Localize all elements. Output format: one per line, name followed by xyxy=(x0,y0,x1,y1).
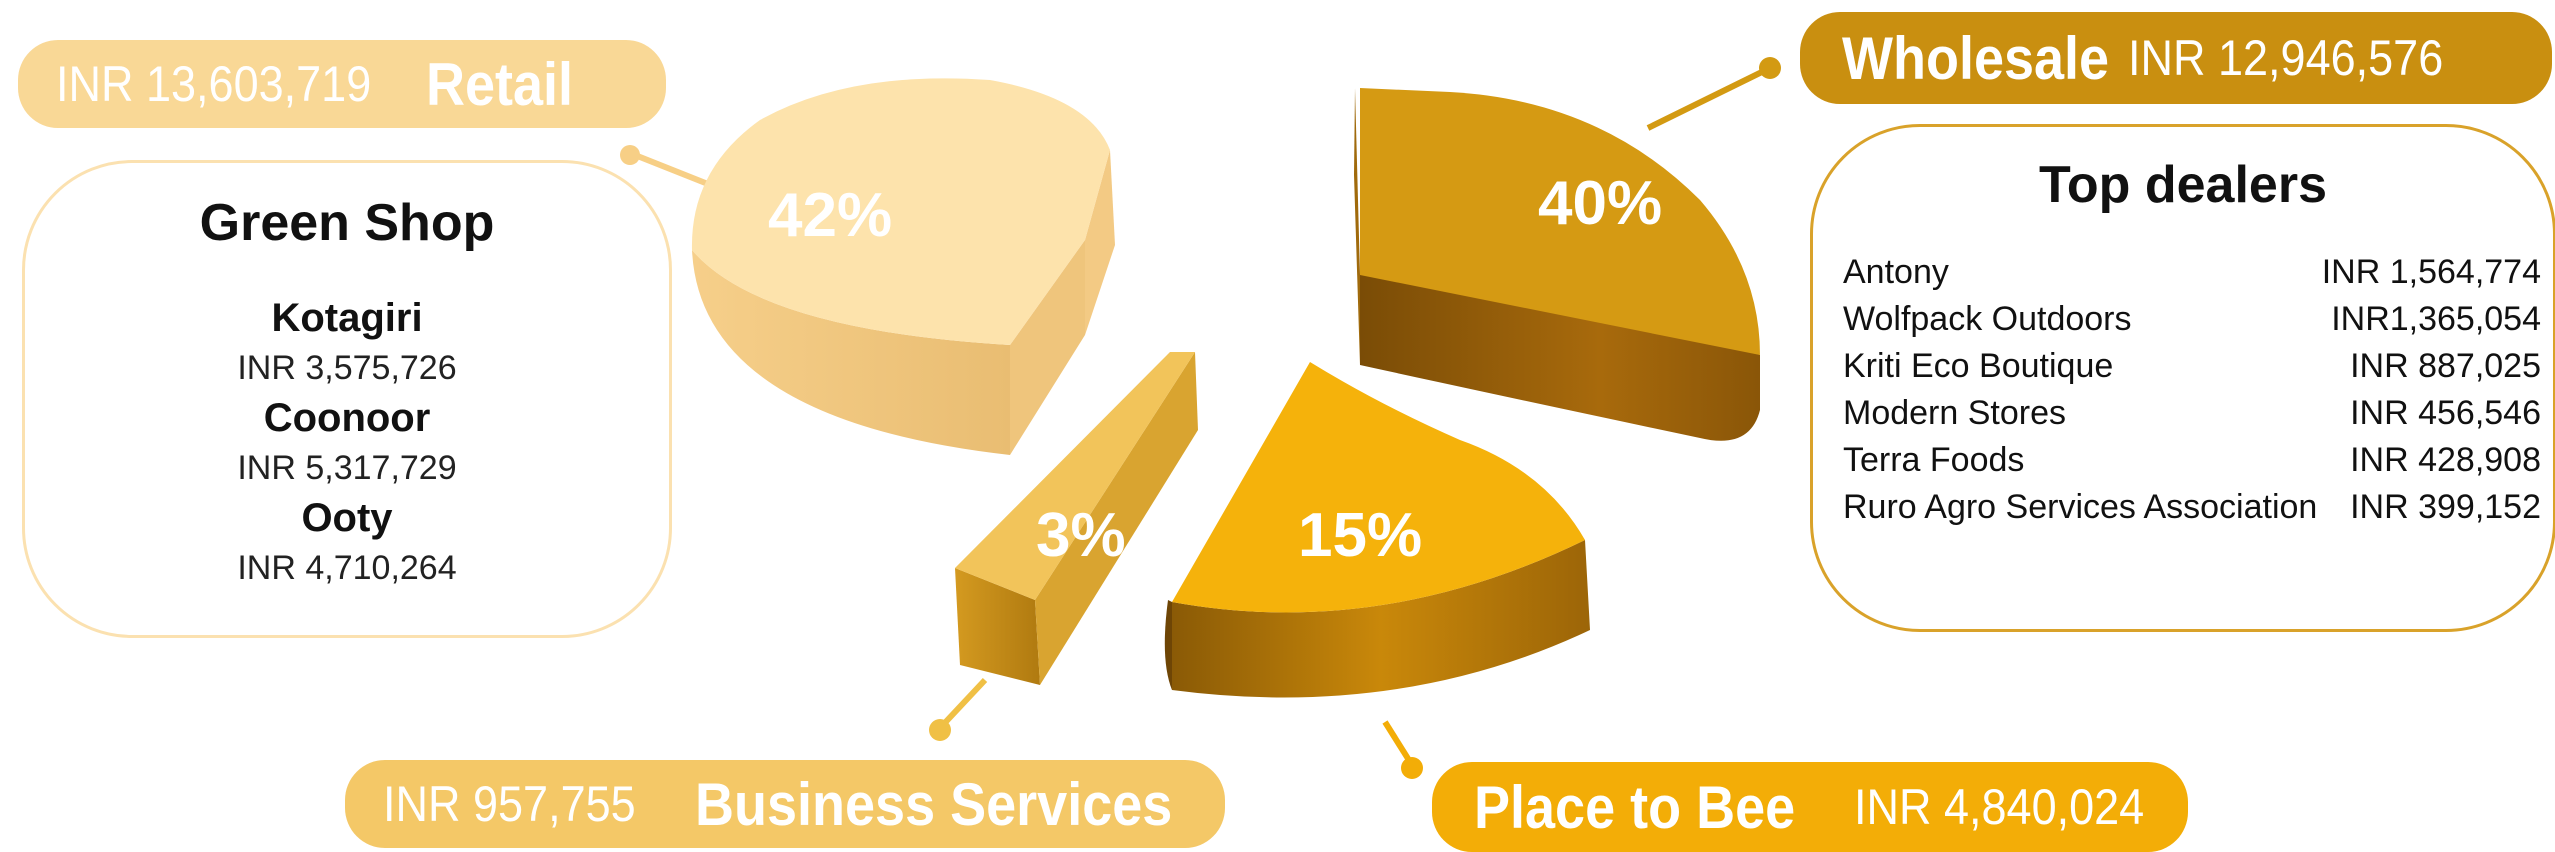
dealer-value: INR 456,546 xyxy=(2350,394,2541,432)
retail-amount: INR 13,603,719 xyxy=(56,56,372,112)
dealer-name: Modern Stores xyxy=(1843,394,2066,432)
business-services-label: INR 957,755 Business Services xyxy=(345,760,1225,848)
connector-place-to-bee xyxy=(1382,720,1423,779)
slice-business-services xyxy=(955,352,1198,685)
dealer-row: Modern Stores INR 456,546 xyxy=(1843,390,2541,437)
slice-retail xyxy=(691,78,1115,455)
place-to-bee-name: Place to Bee xyxy=(1474,773,1796,841)
dealer-value: INR 887,025 xyxy=(2350,347,2541,385)
dealer-value: INR 1,564,774 xyxy=(2321,253,2541,291)
dealer-row: Wolfpack Outdoors INR1,365,054 xyxy=(1843,296,2541,343)
location-name: Kotagiri xyxy=(271,296,423,340)
place-to-bee-amount: INR 4,840,024 xyxy=(1854,779,2145,835)
dealer-row: Kriti Eco Boutique INR 887,025 xyxy=(1843,343,2541,390)
wholesale-label: Wholesale INR 12,946,576 xyxy=(1800,12,2552,104)
slice-wholesale xyxy=(1354,88,1760,441)
dealer-row: Ruro Agro Services Association INR 399,1… xyxy=(1843,484,2541,531)
retail-name: Retail xyxy=(426,50,574,118)
dealer-name: Wolfpack Outdoors xyxy=(1843,300,2132,338)
dealer-value: INR1,365,054 xyxy=(2331,300,2541,338)
wholesale-name: Wholesale xyxy=(1842,24,2110,92)
dealer-value: INR 428,908 xyxy=(2350,441,2541,479)
connector-retail xyxy=(620,145,720,191)
location-name: Coonoor xyxy=(263,396,431,440)
slice-wholesale-percent: 40% xyxy=(1538,169,1663,238)
slice-place-to-bee-percent: 15% xyxy=(1298,501,1423,570)
location-value: INR 5,317,729 xyxy=(237,449,457,487)
green-shop-title: Green Shop xyxy=(199,194,495,252)
slice-retail-percent: 42% xyxy=(768,181,893,250)
dealer-row: Antony INR 1,564,774 xyxy=(1843,249,2541,296)
dealer-name: Terra Foods xyxy=(1843,441,2025,479)
dealer-row: Terra Foods INR 428,908 xyxy=(1843,437,2541,484)
retail-label: INR 13,603,719 Retail xyxy=(18,40,666,128)
dealer-name: Ruro Agro Services Association xyxy=(1843,488,2318,526)
place-to-bee-label: Place to Bee INR 4,840,024 xyxy=(1432,762,2188,852)
business-name: Business Services xyxy=(694,770,1172,838)
business-amount: INR 957,755 xyxy=(383,776,636,832)
location-value: INR 4,710,264 xyxy=(237,549,457,587)
slice-place-to-bee xyxy=(1164,362,1590,698)
connector-wholesale xyxy=(1646,57,1781,131)
location-name: Ooty xyxy=(301,496,393,540)
top-dealers-panel: Top dealers Antony INR 1,564,774 Wolfpac… xyxy=(1810,124,2555,632)
green-shop-panel: Green Shop Kotagiri INR 3,575,726 Coonoo… xyxy=(22,160,672,638)
connector-business xyxy=(929,677,988,741)
top-dealers-title: Top dealers xyxy=(2038,156,2327,214)
dealer-name: Kriti Eco Boutique xyxy=(1843,347,2114,385)
dealer-value: INR 399,152 xyxy=(2350,488,2541,526)
slice-business-percent: 3% xyxy=(1036,501,1126,570)
dealer-name: Antony xyxy=(1843,253,1949,291)
location-value: INR 3,575,726 xyxy=(237,349,457,387)
wholesale-amount: INR 12,946,576 xyxy=(2128,30,2444,86)
